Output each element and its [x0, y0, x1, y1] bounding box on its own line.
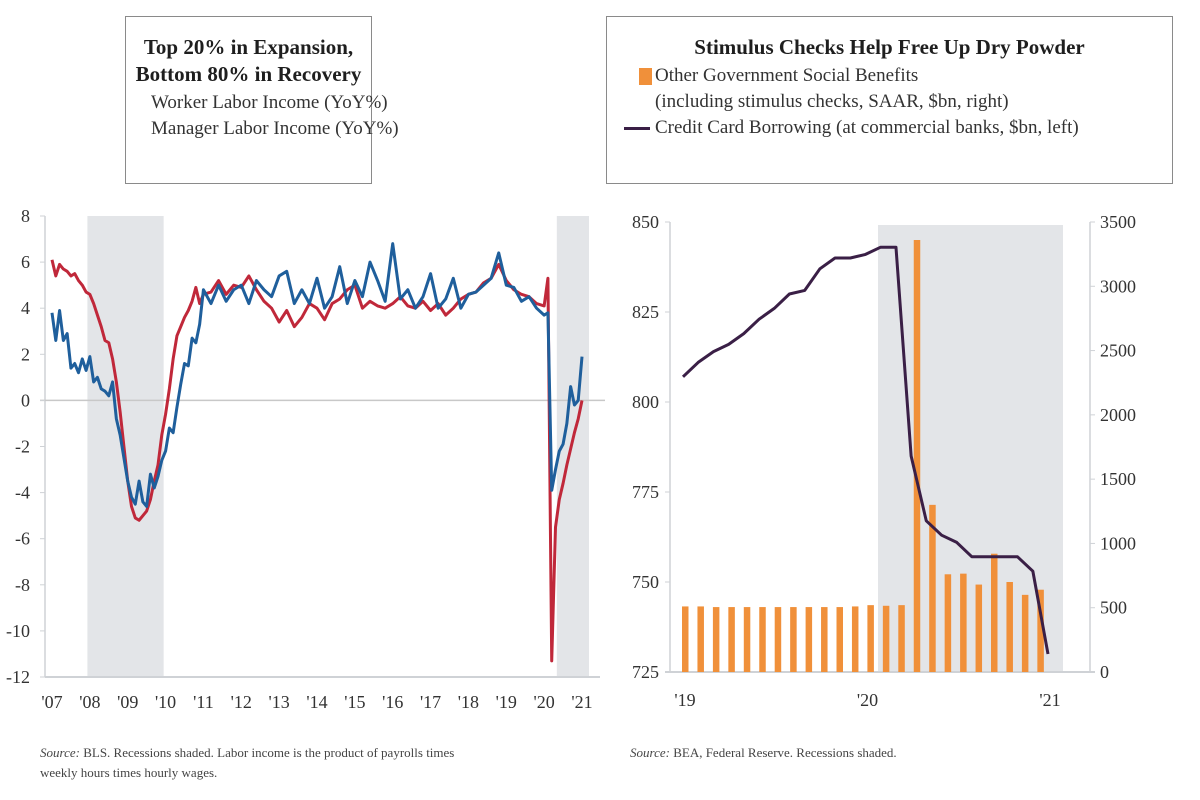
- benefits-bar: [805, 607, 813, 672]
- benefits-bar: [944, 574, 952, 672]
- right-chart-title: Stimulus Checks Help Free Up Dry Powder: [694, 35, 1085, 59]
- y-tick-label: 6: [21, 252, 30, 272]
- right-y-tick-label: 3000: [1100, 276, 1136, 296]
- benefits-bar: [1037, 589, 1044, 672]
- x-tick-label: '16: [382, 692, 403, 712]
- right-chart-legend: Stimulus Checks Help Free Up Dry Powder …: [606, 16, 1173, 184]
- left-source-note: Source: BLS. Recessions shaded. Labor in…: [40, 743, 580, 783]
- legend-item-benefits: Other Government Social Benefits: [639, 63, 1172, 89]
- credit-line-swatch-icon: [624, 126, 650, 130]
- y-tick-label: -4: [15, 483, 30, 503]
- y-tick-label: -8: [15, 575, 30, 595]
- x-tick-label: '08: [79, 692, 100, 712]
- legend-item-credit: Credit Card Borrowing (at commercial ban…: [624, 115, 1172, 141]
- benefits-bar: [790, 607, 797, 672]
- y-tick-label: 2: [21, 344, 30, 364]
- benefits-bar: [836, 607, 843, 672]
- legend-label-benefits-2: (including stimulus checks, SAAR, $bn, r…: [655, 91, 1009, 112]
- left-y-tick-label: 725: [632, 662, 659, 682]
- x-tick-label: '12: [231, 692, 252, 712]
- benefits-bar: [1021, 594, 1029, 672]
- x-tick-label: '20: [534, 692, 555, 712]
- left-source-text-1: BLS. Recessions shaded. Labor income is …: [79, 745, 455, 760]
- x-tick-label: '21: [571, 692, 592, 712]
- benefits-bar: [697, 606, 704, 672]
- right-y-tick-label: 3500: [1100, 212, 1136, 232]
- left-y-tick-label: 775: [632, 482, 659, 502]
- left-chart: 8 6 4 2 0 -2 -4 -6 -8 -10 -12 '07 '08 '09 '10 '11 '12 '13…: [6, 206, 605, 712]
- x-tick-label: '19: [496, 692, 517, 712]
- right-y-tick-label: 0: [1100, 662, 1109, 682]
- x-tick-label: '17: [420, 692, 441, 712]
- legend-label-benefits-1: Other Government Social Benefits: [655, 65, 919, 86]
- right-source-label: Source:: [630, 745, 670, 760]
- left-y-tick-label: 750: [632, 572, 659, 592]
- legend-label-manager: Manager Labor Income (YoY%): [151, 118, 399, 139]
- benefits-bar: [913, 240, 921, 672]
- benefits-bar: [929, 504, 936, 672]
- benefits-bar: [759, 607, 766, 672]
- benefits-bar: [882, 605, 890, 672]
- legend-item-benefits-cont: (including stimulus checks, SAAR, $bn, r…: [655, 89, 1172, 115]
- left-chart-title-line2: Bottom 80% in Recovery: [135, 62, 362, 86]
- benefits-bar: [821, 607, 828, 672]
- right-chart: 850 825 800 775 750 725 3500 3000 2500 2000 1500 10…: [632, 212, 1136, 710]
- x-tick-label: '07: [41, 692, 62, 712]
- x-tick-label: '19: [674, 690, 695, 710]
- x-tick-label: '21: [1039, 690, 1060, 710]
- series-line-manager: [50, 242, 584, 508]
- legend-label-worker: Worker Labor Income (YoY%): [151, 92, 388, 113]
- benefits-bar: [682, 606, 689, 672]
- left-chart-legend: Top 20% in Expansion, Bottom 80% in Reco…: [125, 16, 399, 184]
- right-y-tick-label: 500: [1100, 598, 1127, 618]
- left-source-text-2: weekly hours times hourly wages.: [40, 765, 218, 780]
- left-y-tick-label: 800: [632, 392, 659, 412]
- benefits-bar: [774, 607, 782, 672]
- x-tick-label: '11: [193, 692, 214, 712]
- left-y-tick-label: 850: [632, 212, 659, 232]
- benefits-bar: [960, 573, 967, 672]
- y-tick-label: -12: [6, 667, 30, 687]
- x-tick-label: '18: [458, 692, 479, 712]
- y-tick-label: 4: [21, 298, 30, 318]
- series-line-worker: [50, 259, 584, 663]
- benefits-bar-swatch-icon: [639, 67, 652, 85]
- left-chart-title-line1: Top 20% in Expansion,: [143, 35, 354, 59]
- right-y-tick-label: 2000: [1100, 405, 1136, 425]
- right-source-text: BEA, Federal Reserve. Recessions shaded.: [669, 745, 897, 760]
- y-tick-label: 8: [21, 206, 30, 226]
- credit-card-borrowing-line: [681, 245, 1050, 655]
- recession-shade: [878, 225, 1063, 672]
- right-y-tick-label: 1000: [1100, 533, 1136, 553]
- y-tick-label: -6: [15, 529, 30, 549]
- x-tick-label: '09: [117, 692, 138, 712]
- y-tick-label: 0: [21, 390, 30, 410]
- x-tick-label: '10: [155, 692, 176, 712]
- y-tick-label: -10: [6, 621, 30, 641]
- benefits-bar: [898, 605, 905, 672]
- x-tick-label: '13: [269, 692, 290, 712]
- benefits-bar: [991, 553, 998, 672]
- right-y-tick-label: 2500: [1100, 341, 1136, 361]
- benefits-bar: [743, 607, 751, 672]
- benefits-bar: [867, 605, 874, 672]
- left-y-tick-label: 825: [632, 302, 659, 322]
- benefits-bar: [1006, 582, 1013, 672]
- benefits-bar: [975, 584, 983, 672]
- benefits-bar: [728, 607, 735, 672]
- recession-shade: [87, 216, 164, 677]
- benefits-bar: [851, 606, 859, 672]
- benefits-bar: [712, 607, 720, 672]
- right-y-tick-label: 1500: [1100, 469, 1136, 489]
- left-source-label: Source:: [40, 745, 80, 760]
- x-tick-label: '14: [306, 692, 327, 712]
- right-source-note: Source: BEA, Federal Reserve. Recessions…: [630, 743, 1170, 763]
- x-tick-label: '20: [857, 690, 878, 710]
- legend-label-credit: Credit Card Borrowing (at commercial ban…: [655, 117, 1079, 138]
- legend-item-worker: Worker Labor Income (YoY%): [146, 90, 388, 116]
- x-tick-label: '15: [344, 692, 365, 712]
- y-tick-label: -2: [15, 437, 30, 457]
- legend-item-manager: Manager Labor Income (YoY%): [146, 116, 399, 142]
